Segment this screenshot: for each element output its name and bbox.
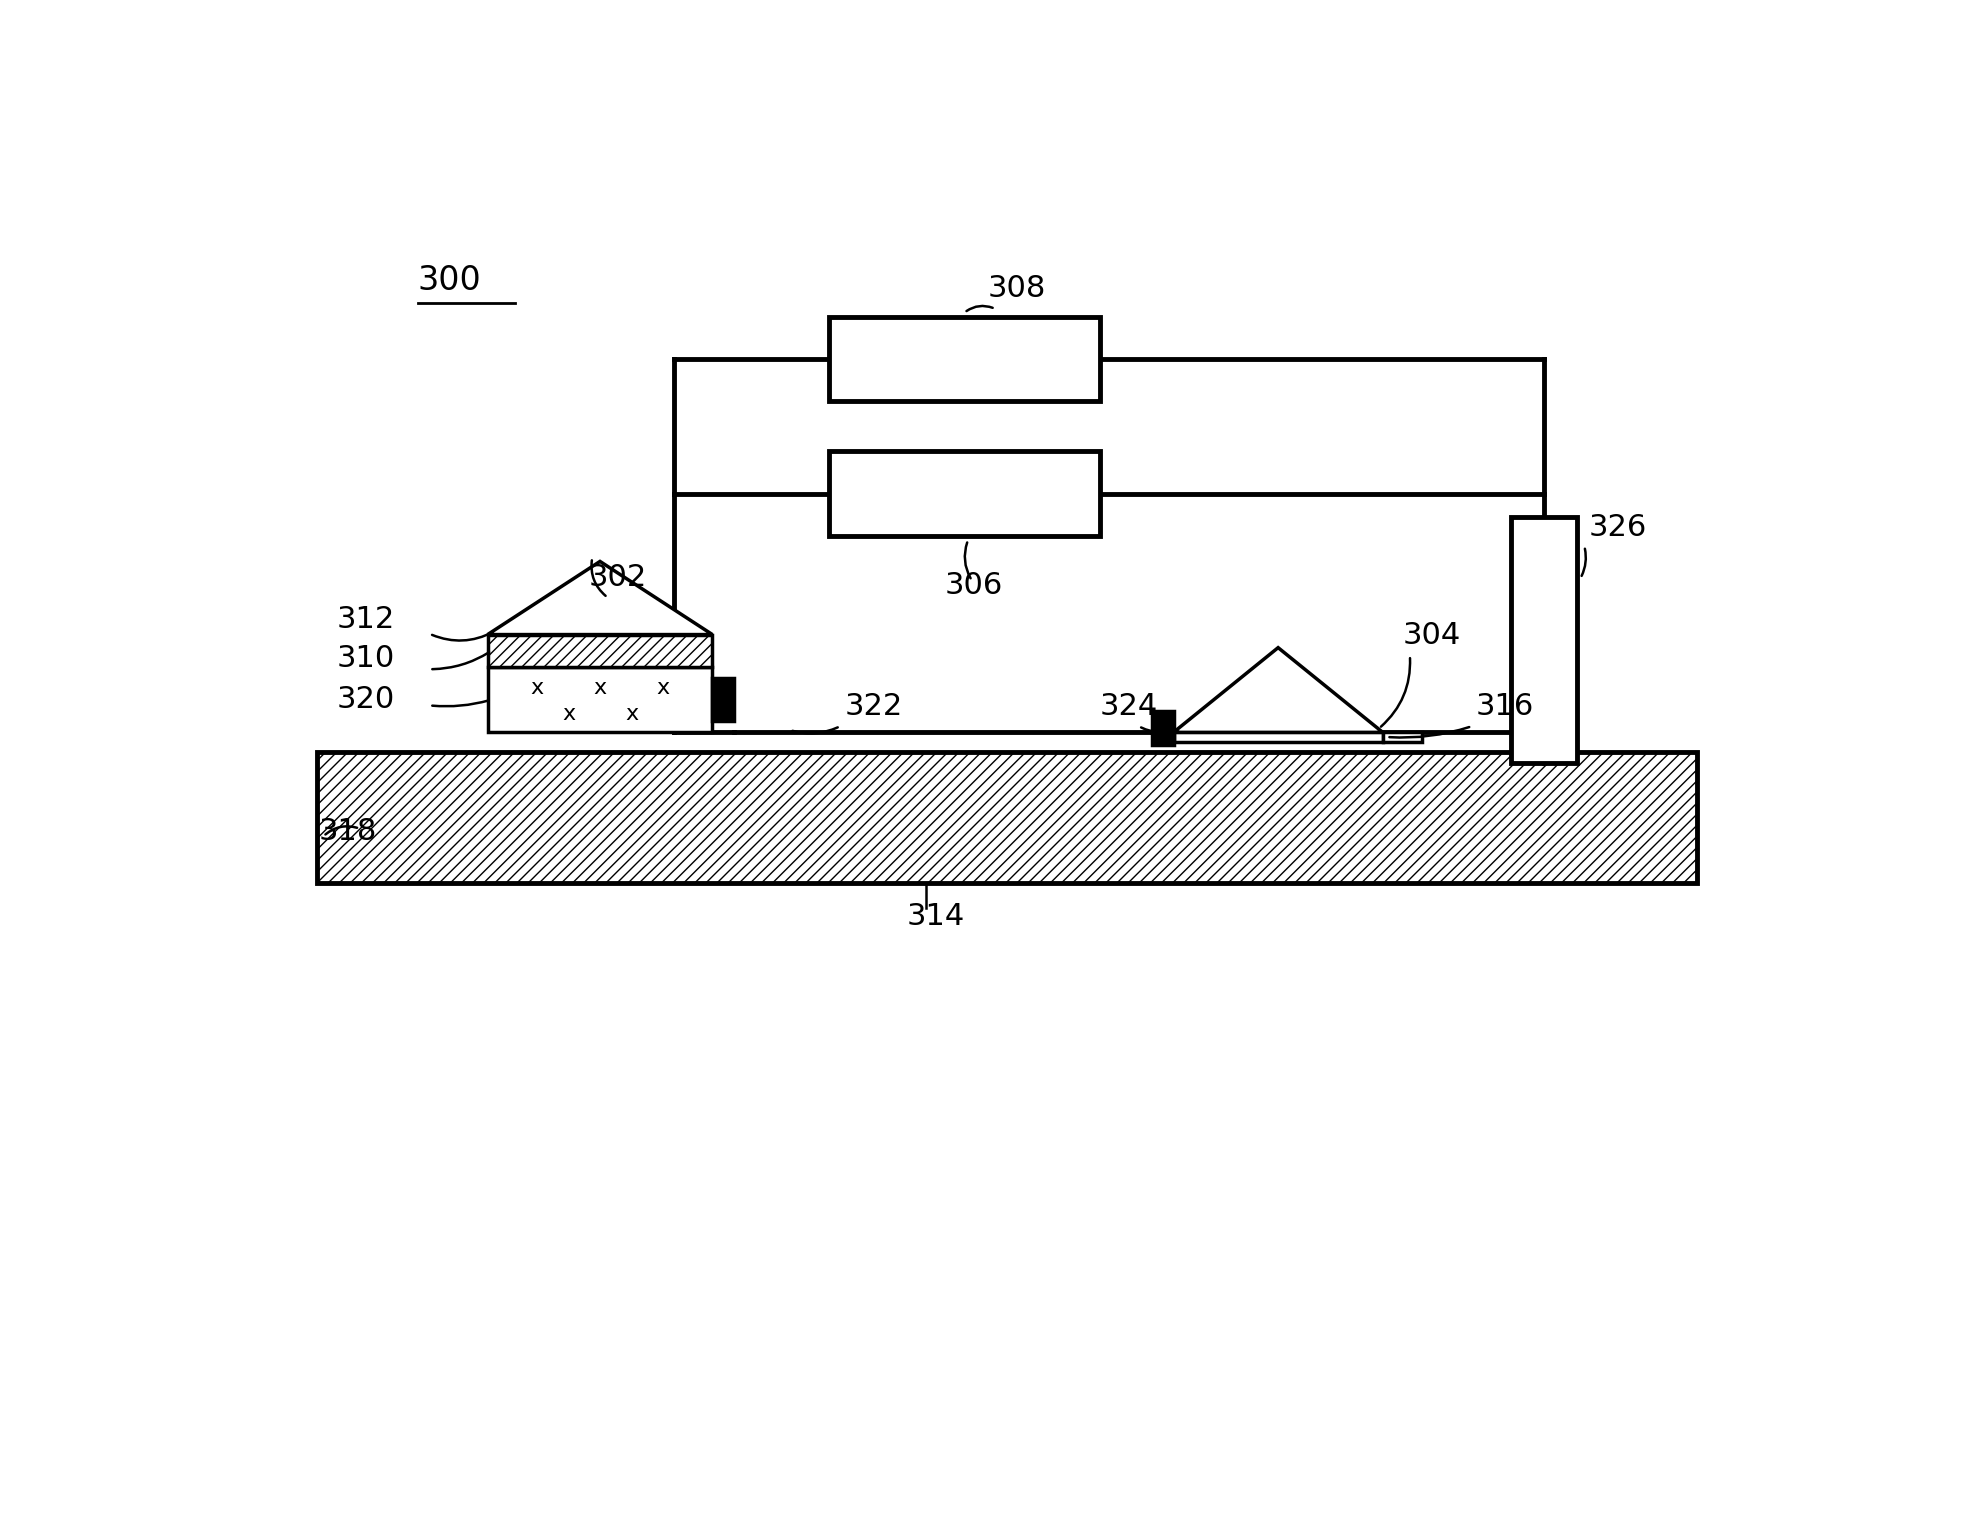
Text: 318: 318 — [319, 817, 378, 847]
Bar — [829, 317, 1100, 401]
Text: 306: 306 — [944, 571, 1003, 600]
Bar — [487, 667, 712, 732]
Text: 320: 320 — [336, 685, 394, 714]
Polygon shape — [1174, 647, 1383, 732]
Text: x: x — [625, 704, 637, 724]
Text: 324: 324 — [1100, 692, 1158, 721]
Text: 302: 302 — [588, 564, 647, 592]
Text: 316: 316 — [1476, 692, 1534, 721]
Text: x: x — [657, 677, 669, 698]
Text: 300: 300 — [418, 264, 481, 297]
Text: 326: 326 — [1587, 514, 1647, 542]
Bar — [1383, 732, 1421, 741]
Bar — [829, 451, 1100, 536]
Text: x: x — [562, 704, 576, 724]
Text: 314: 314 — [906, 901, 964, 930]
Text: x: x — [530, 677, 544, 698]
Polygon shape — [487, 562, 712, 635]
Text: 304: 304 — [1403, 621, 1461, 650]
Bar — [317, 751, 1696, 883]
Text: 308: 308 — [988, 274, 1045, 303]
Bar — [712, 679, 734, 721]
Text: 312: 312 — [336, 606, 394, 635]
Text: 322: 322 — [845, 692, 902, 721]
Text: x: x — [594, 677, 606, 698]
Bar — [1510, 517, 1577, 764]
Bar — [1152, 711, 1174, 745]
Bar — [487, 635, 712, 667]
Bar — [1174, 732, 1383, 741]
Text: 310: 310 — [336, 644, 394, 673]
